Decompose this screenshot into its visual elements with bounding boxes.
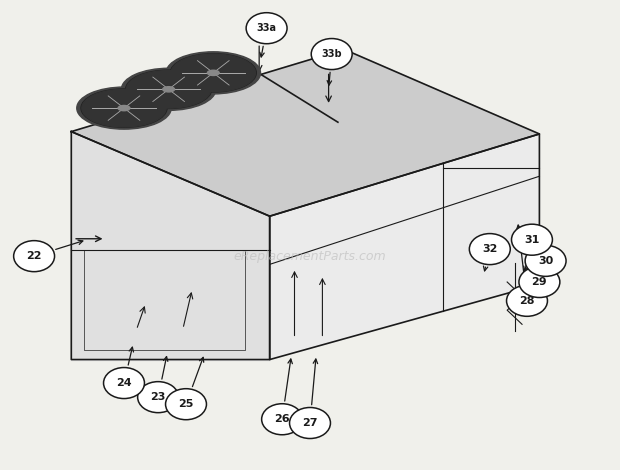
Ellipse shape xyxy=(171,54,255,92)
Circle shape xyxy=(311,39,352,70)
Ellipse shape xyxy=(118,105,130,111)
Ellipse shape xyxy=(162,86,175,92)
Ellipse shape xyxy=(82,89,166,127)
Ellipse shape xyxy=(207,70,219,76)
Text: eReplacementParts.com: eReplacementParts.com xyxy=(234,250,386,263)
Circle shape xyxy=(469,234,510,265)
Text: 28: 28 xyxy=(520,296,534,306)
Text: 33a: 33a xyxy=(257,23,277,33)
Text: 26: 26 xyxy=(274,414,290,424)
Text: 33b: 33b xyxy=(321,49,342,59)
Circle shape xyxy=(507,285,547,316)
Circle shape xyxy=(512,224,552,255)
Circle shape xyxy=(525,245,566,276)
Circle shape xyxy=(166,389,206,420)
Text: 29: 29 xyxy=(531,277,547,287)
Ellipse shape xyxy=(77,87,171,129)
Ellipse shape xyxy=(170,54,256,92)
Text: 22: 22 xyxy=(26,251,42,261)
Circle shape xyxy=(262,404,303,435)
Text: 31: 31 xyxy=(525,235,539,245)
Text: 23: 23 xyxy=(151,392,166,402)
Polygon shape xyxy=(270,134,539,360)
Ellipse shape xyxy=(126,70,211,109)
Text: 24: 24 xyxy=(116,378,132,388)
Polygon shape xyxy=(71,132,270,360)
Circle shape xyxy=(138,382,179,413)
Polygon shape xyxy=(71,49,539,216)
Text: 30: 30 xyxy=(538,256,553,266)
Text: 25: 25 xyxy=(179,399,193,409)
Ellipse shape xyxy=(126,70,211,108)
Ellipse shape xyxy=(122,68,216,110)
Circle shape xyxy=(14,241,55,272)
Circle shape xyxy=(290,407,330,439)
Circle shape xyxy=(104,368,144,399)
Circle shape xyxy=(519,266,560,298)
Ellipse shape xyxy=(81,89,167,127)
Text: 32: 32 xyxy=(482,244,497,254)
Text: 27: 27 xyxy=(303,418,317,428)
Circle shape xyxy=(246,13,287,44)
Ellipse shape xyxy=(166,52,260,94)
